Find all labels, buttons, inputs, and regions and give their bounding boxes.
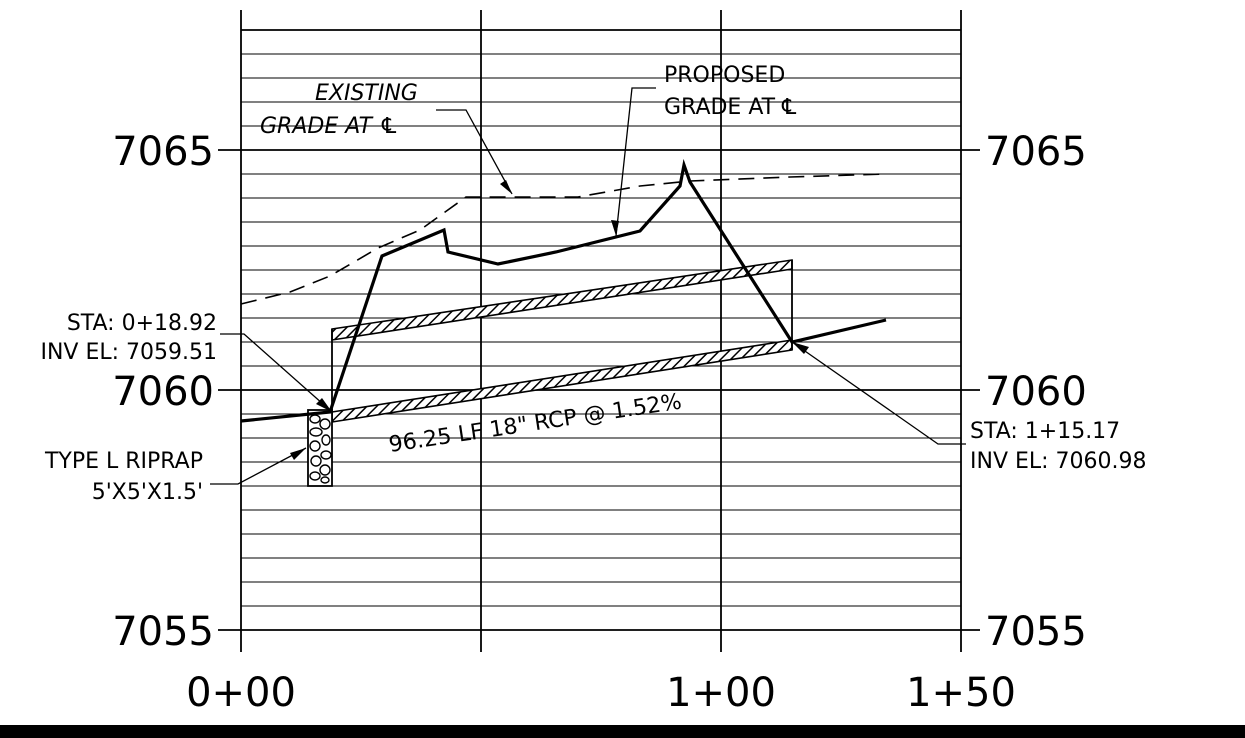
inlet-station-label: STA: 0+18.92 INV EL: 7059.51 xyxy=(40,311,333,413)
outlet-station-text: STA: 1+15.17 xyxy=(970,419,1120,444)
riprap-leader xyxy=(210,447,307,485)
elevation-label-7055-left: 7055 xyxy=(112,609,214,655)
riprap-size-text: 5'X5'X1.5' xyxy=(92,480,203,505)
sheet-bottom-border xyxy=(0,725,1245,738)
proposed-grade-label: PROPOSED GRADE AT ℄ xyxy=(611,63,797,237)
outlet-leader xyxy=(791,341,966,445)
existing-grade-label-line2: GRADE AT ℄ xyxy=(260,114,399,139)
proposed-grade-label-line2: GRADE AT ℄ xyxy=(664,95,797,120)
riprap-label: TYPE L RIPRAP 5'X5'X1.5' xyxy=(44,447,307,505)
existing-grade-label-line1: EXISTING xyxy=(315,81,418,106)
existing-grade-line xyxy=(240,173,887,305)
outlet-station-label: STA: 1+15.17 INV EL: 7060.98 xyxy=(791,341,1147,474)
outlet-arrowhead xyxy=(792,342,809,354)
elevation-label-7065-right: 7065 xyxy=(985,129,1087,175)
station-label-0-00: 0+00 xyxy=(186,670,296,716)
station-labels: 0+00 1+00 1+50 xyxy=(186,670,1016,716)
elevation-labels-right: 7065 7060 7055 xyxy=(985,129,1087,655)
elevation-label-7060-left: 7060 xyxy=(112,369,214,415)
existing-grade-leader xyxy=(436,109,513,195)
riprap-type-text: TYPE L RIPRAP xyxy=(44,449,203,474)
proposed-grade-line xyxy=(240,158,887,423)
elevation-label-7060-right: 7060 xyxy=(985,369,1087,415)
inlet-invert-text: INV EL: 7059.51 xyxy=(40,340,217,365)
proposed-grade-arrowhead xyxy=(611,220,619,236)
pipe-crown-band xyxy=(331,259,793,341)
proposed-grade-leader xyxy=(615,87,656,237)
proposed-grade-label-line1: PROPOSED xyxy=(664,63,785,88)
elevation-labels-left: 7065 7060 7055 xyxy=(112,129,214,655)
inlet-leader xyxy=(220,333,333,413)
elevation-label-7065-left: 7065 xyxy=(112,129,214,175)
major-grid xyxy=(218,10,980,652)
inlet-arrowhead xyxy=(316,398,332,412)
riprap-block xyxy=(307,409,333,487)
elevation-label-7055-right: 7055 xyxy=(985,609,1087,655)
existing-grade-label: EXISTING GRADE AT ℄ xyxy=(260,81,513,195)
inlet-station-text: STA: 0+18.92 xyxy=(67,311,217,336)
existing-grade-arrowhead xyxy=(500,180,512,194)
riprap-arrowhead xyxy=(290,448,306,460)
station-label-1-50: 1+50 xyxy=(906,670,1016,716)
outlet-invert-text: INV EL: 7060.98 xyxy=(970,449,1147,474)
station-label-1-00: 1+00 xyxy=(666,670,776,716)
